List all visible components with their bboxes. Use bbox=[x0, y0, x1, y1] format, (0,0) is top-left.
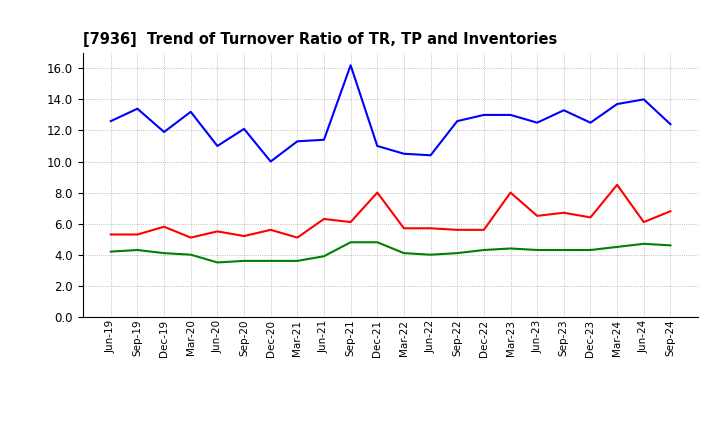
Line: Trade Payables: Trade Payables bbox=[111, 65, 670, 161]
Trade Payables bbox=[373, 143, 382, 149]
Trade Receivables bbox=[453, 227, 462, 232]
Inventories bbox=[373, 240, 382, 245]
Trade Payables bbox=[453, 118, 462, 124]
Trade Receivables bbox=[186, 235, 195, 240]
Inventories bbox=[186, 252, 195, 257]
Inventories bbox=[453, 250, 462, 256]
Trade Payables bbox=[400, 151, 408, 156]
Inventories bbox=[107, 249, 115, 254]
Inventories bbox=[400, 250, 408, 256]
Inventories bbox=[559, 247, 568, 253]
Trade Receivables bbox=[240, 233, 248, 238]
Inventories bbox=[160, 250, 168, 256]
Trade Receivables bbox=[666, 209, 675, 214]
Inventories bbox=[346, 240, 355, 245]
Trade Payables bbox=[346, 62, 355, 68]
Inventories bbox=[133, 247, 142, 253]
Trade Receivables bbox=[107, 232, 115, 237]
Trade Payables bbox=[240, 126, 248, 132]
Inventories bbox=[293, 258, 302, 264]
Trade Receivables bbox=[506, 190, 515, 195]
Trade Payables bbox=[586, 120, 595, 125]
Trade Receivables bbox=[346, 220, 355, 225]
Trade Payables bbox=[533, 120, 541, 125]
Line: Inventories: Inventories bbox=[111, 242, 670, 262]
Trade Receivables bbox=[293, 235, 302, 240]
Inventories bbox=[586, 247, 595, 253]
Trade Payables bbox=[613, 101, 621, 106]
Trade Receivables bbox=[133, 232, 142, 237]
Trade Payables bbox=[293, 139, 302, 144]
Inventories bbox=[639, 241, 648, 246]
Trade Payables bbox=[213, 143, 222, 149]
Trade Receivables bbox=[480, 227, 488, 232]
Trade Receivables bbox=[613, 182, 621, 187]
Inventories bbox=[666, 243, 675, 248]
Trade Receivables bbox=[400, 226, 408, 231]
Trade Receivables bbox=[373, 190, 382, 195]
Trade Payables bbox=[186, 109, 195, 114]
Trade Payables bbox=[320, 137, 328, 143]
Trade Payables bbox=[559, 108, 568, 113]
Trade Receivables bbox=[213, 229, 222, 234]
Trade Receivables bbox=[559, 210, 568, 216]
Trade Receivables bbox=[426, 226, 435, 231]
Trade Payables bbox=[506, 112, 515, 117]
Trade Payables bbox=[107, 118, 115, 124]
Inventories bbox=[480, 247, 488, 253]
Trade Receivables bbox=[160, 224, 168, 229]
Text: [7936]  Trend of Turnover Ratio of TR, TP and Inventories: [7936] Trend of Turnover Ratio of TR, TP… bbox=[83, 33, 557, 48]
Trade Receivables bbox=[639, 220, 648, 225]
Trade Payables bbox=[480, 112, 488, 117]
Line: Trade Receivables: Trade Receivables bbox=[111, 185, 670, 238]
Trade Payables bbox=[639, 97, 648, 102]
Trade Payables bbox=[133, 106, 142, 111]
Inventories bbox=[533, 247, 541, 253]
Inventories bbox=[506, 246, 515, 251]
Trade Receivables bbox=[533, 213, 541, 219]
Trade Payables bbox=[426, 153, 435, 158]
Trade Payables bbox=[666, 121, 675, 127]
Trade Receivables bbox=[266, 227, 275, 232]
Inventories bbox=[213, 260, 222, 265]
Trade Receivables bbox=[320, 216, 328, 222]
Inventories bbox=[240, 258, 248, 264]
Trade Payables bbox=[160, 129, 168, 135]
Inventories bbox=[266, 258, 275, 264]
Inventories bbox=[320, 253, 328, 259]
Trade Receivables bbox=[586, 215, 595, 220]
Inventories bbox=[613, 244, 621, 249]
Inventories bbox=[426, 252, 435, 257]
Trade Payables bbox=[266, 159, 275, 164]
